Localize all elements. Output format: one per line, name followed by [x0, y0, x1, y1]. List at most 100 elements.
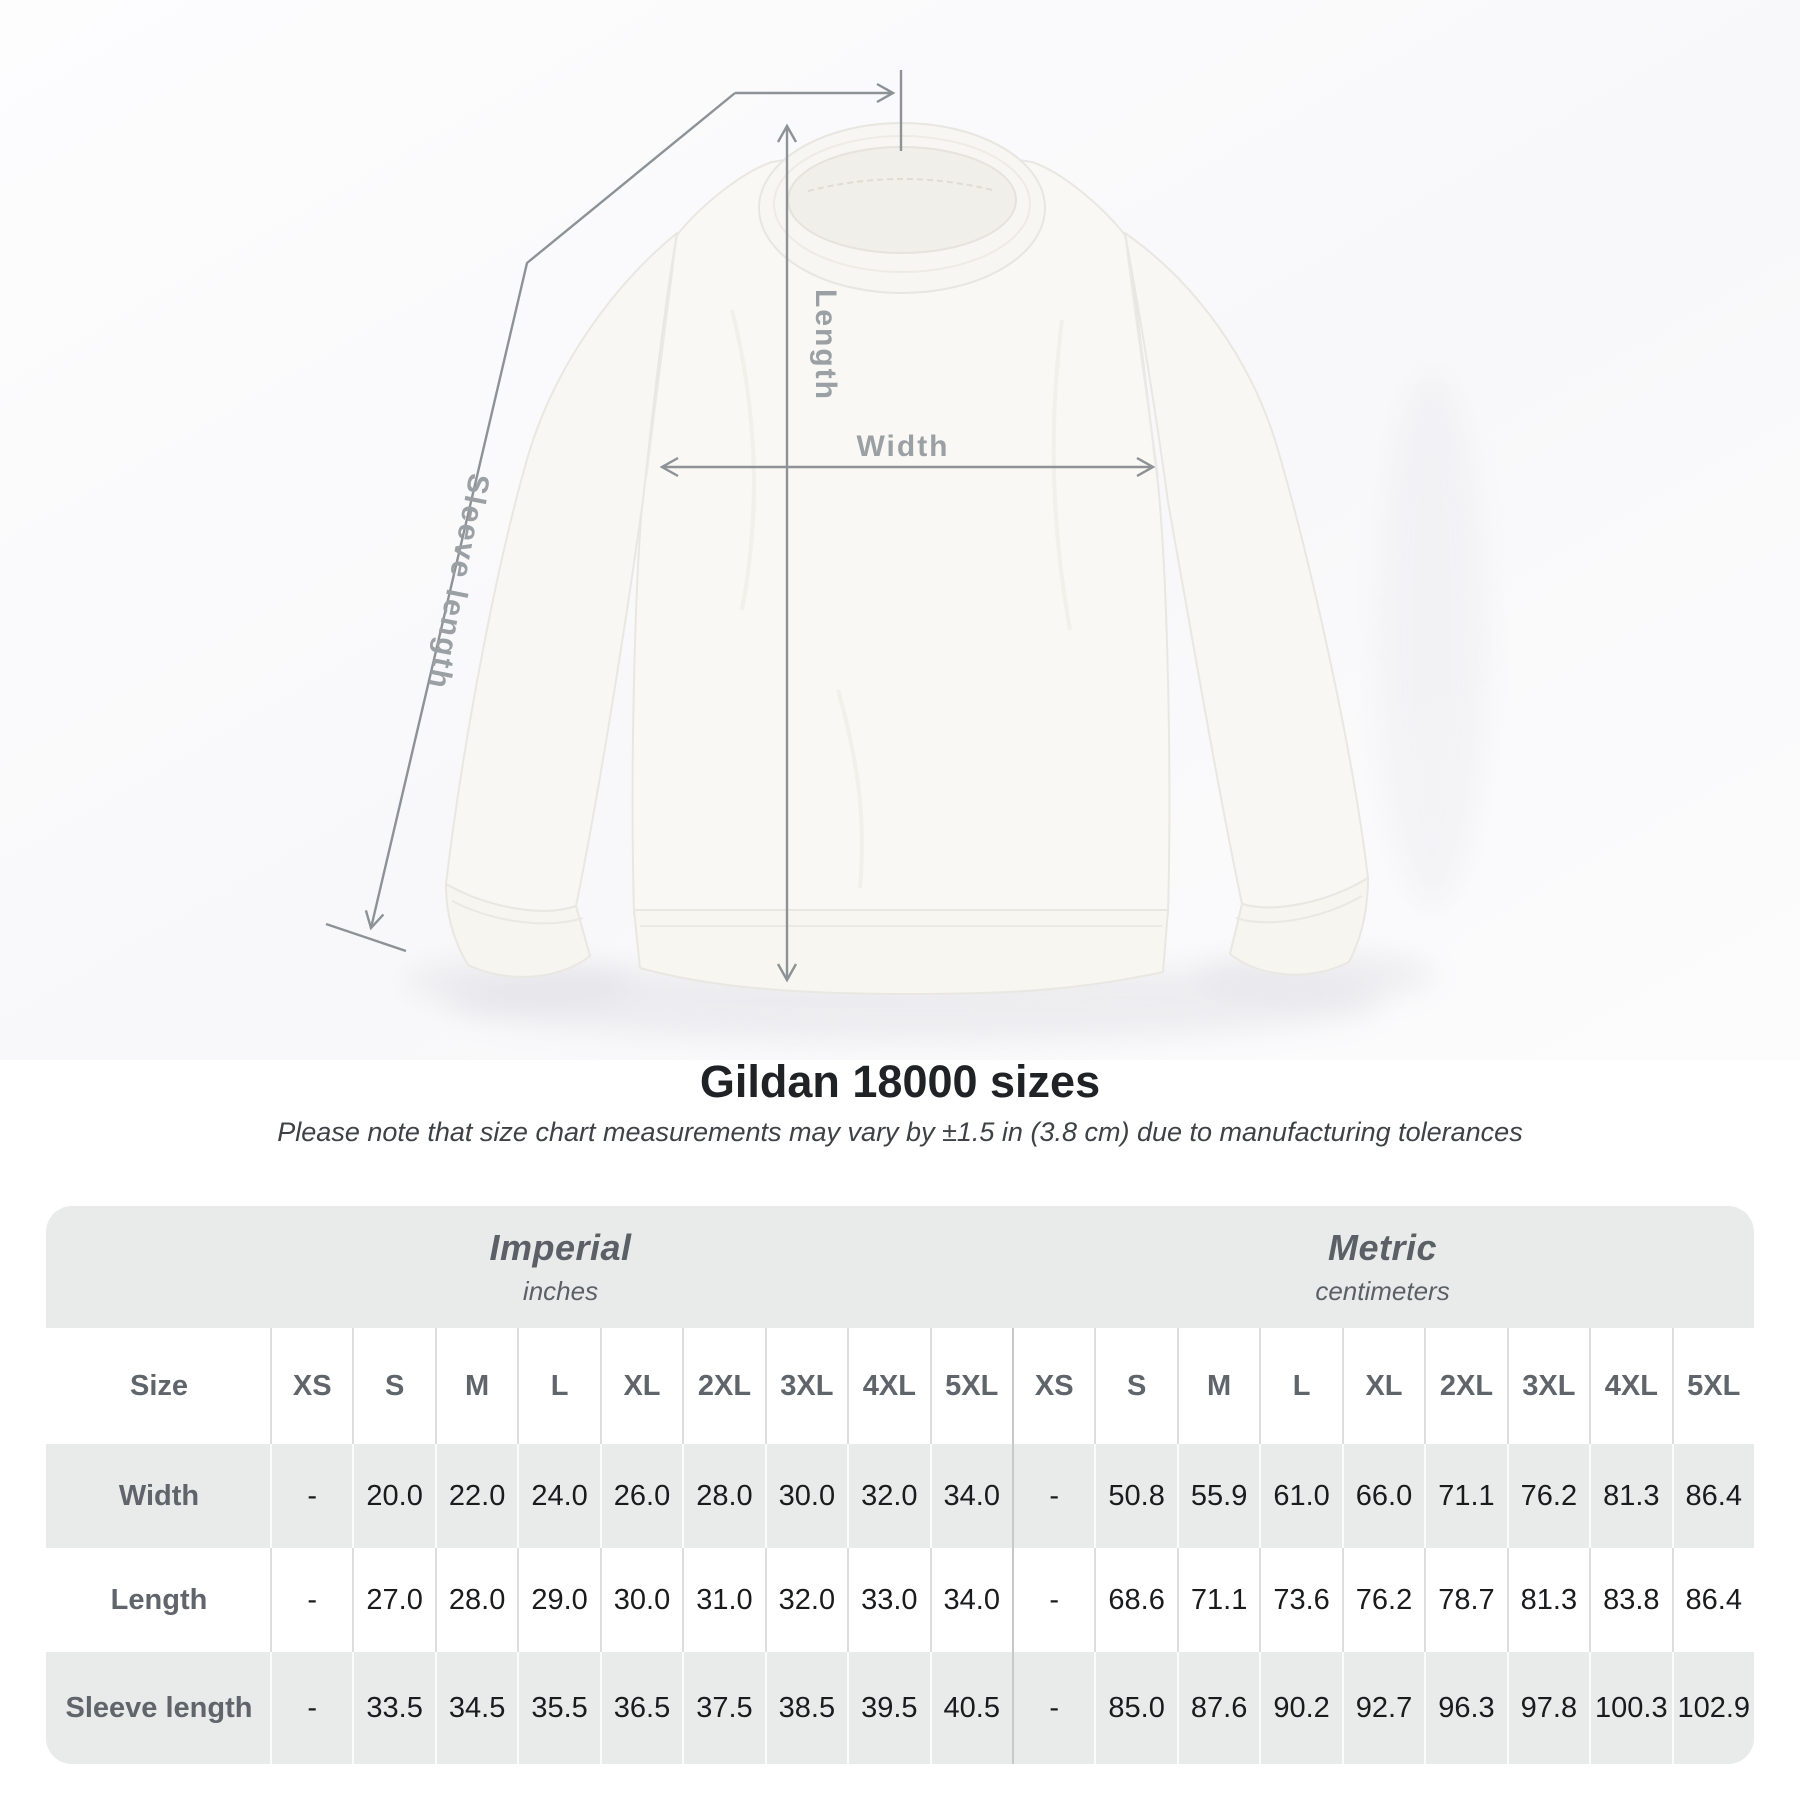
measurement-value-cell: 34.0: [929, 1548, 1012, 1652]
collar: [758, 122, 1046, 294]
size-header-cell: 3XL: [1506, 1328, 1590, 1444]
measurement-value-cell: 81.3: [1589, 1444, 1672, 1548]
measurement-value-cell: 32.0: [847, 1444, 930, 1548]
measurement-value-cell: 90.2: [1259, 1652, 1342, 1764]
metric-unit: centimeters: [1315, 1276, 1450, 1306]
row-label: Length: [46, 1548, 270, 1652]
size-header-cell: 4XL: [1589, 1328, 1672, 1444]
measurement-value-cell: -: [270, 1444, 353, 1548]
measurement-value-cell: 38.5: [764, 1652, 848, 1764]
imperial-unit: inches: [522, 1276, 599, 1306]
measurement-value-cell: 36.5: [599, 1652, 683, 1764]
row-label: Sleeve length: [46, 1652, 270, 1764]
measurement-value-cell: 76.2: [1341, 1548, 1425, 1652]
measurement-value-cell: 37.5: [682, 1652, 765, 1764]
size-header-cell: S: [1094, 1328, 1177, 1444]
measurement-value-cell: -: [270, 1652, 353, 1764]
measurement-value-cell: 86.4: [1671, 1548, 1754, 1652]
measurement-value-cell: 68.6: [1094, 1548, 1177, 1652]
measurement-value-cell: 28.0: [682, 1444, 765, 1548]
length-label: Length: [809, 289, 842, 401]
measurement-value-cell: 102.9: [1671, 1652, 1754, 1764]
sweatshirt-hem: [633, 909, 1169, 995]
measurement-annotations: [325, 70, 1156, 983]
size-header-cell: 5XL: [929, 1328, 1012, 1444]
page-title: Gildan 18000 sizes: [699, 1056, 1101, 1107]
measurement-value-cell: 83.8: [1589, 1548, 1672, 1652]
measurement-value-cell: -: [1011, 1444, 1095, 1548]
measurement-value-cell: 28.0: [434, 1548, 518, 1652]
measurement-value-cell: 31.0: [682, 1548, 765, 1652]
size-header-cell: S: [352, 1328, 435, 1444]
width-label: Width: [856, 430, 949, 463]
size-column-header: Size: [46, 1328, 270, 1444]
size-header-cell: 3XL: [764, 1328, 848, 1444]
measurement-value-cell: 100.3: [1589, 1652, 1672, 1764]
measurement-value-cell: 33.5: [352, 1652, 435, 1764]
measurement-value-cell: 33.0: [847, 1548, 930, 1652]
measurement-value-cell: 20.0: [352, 1444, 435, 1548]
measurement-value-cell: -: [1011, 1548, 1095, 1652]
measurement-value-cell: 30.0: [764, 1444, 848, 1548]
measurement-value-cell: 76.2: [1506, 1444, 1590, 1548]
left-cuff: [445, 883, 591, 978]
measurement-value-cell: 39.5: [847, 1652, 930, 1764]
size-header-cell: XS: [270, 1328, 353, 1444]
size-grid: Size XS S M L XL 2XL 3XL 4XL 5XL XS S M L XL 2XL 3XL 4XL 5…: [46, 1328, 1754, 1764]
measurement-value-cell: 29.0: [517, 1548, 600, 1652]
imperial-label: Imperial: [489, 1227, 632, 1268]
measurement-value-cell: 73.6: [1259, 1548, 1342, 1652]
measurement-value-cell: -: [270, 1548, 353, 1652]
size-header-cell: XS: [1011, 1328, 1095, 1444]
size-header-cell: 2XL: [682, 1328, 765, 1444]
size-header-cell: M: [434, 1328, 518, 1444]
measurement-value-cell: 30.0: [599, 1548, 683, 1652]
measurement-value-cell: 50.8: [1094, 1444, 1177, 1548]
page-subtitle: Please note that size chart measurements…: [277, 1117, 1523, 1147]
measurement-value-cell: 66.0: [1341, 1444, 1425, 1548]
size-header-cell: 5XL: [1671, 1328, 1754, 1444]
measurement-value-cell: 87.6: [1176, 1652, 1260, 1764]
measurement-value-cell: 34.0: [929, 1444, 1012, 1548]
measurement-value-cell: 96.3: [1424, 1652, 1507, 1764]
size-header-cell: 4XL: [847, 1328, 930, 1444]
size-header-cell: L: [517, 1328, 600, 1444]
size-table: Imperial inches Metric centimeters Size X…: [46, 1206, 1754, 1764]
measurement-value-cell: 27.0: [352, 1548, 435, 1652]
size-header-cell: M: [1176, 1328, 1260, 1444]
measurement-value-cell: 32.0: [764, 1548, 848, 1652]
measurement-value-cell: 78.7: [1424, 1548, 1507, 1652]
metric-label: Metric: [1327, 1227, 1438, 1268]
imperial-group-header: Imperial inches: [46, 1206, 1011, 1328]
measurement-value-cell: 61.0: [1259, 1444, 1342, 1548]
metric-group-header: Metric centimeters: [1011, 1206, 1754, 1328]
measurement-value-cell: 81.3: [1506, 1548, 1590, 1652]
size-header-cell: XL: [1341, 1328, 1425, 1444]
sweatshirt: [445, 122, 1369, 995]
cuff-tick-line: [325, 922, 407, 953]
sweatshirt-diagram: Length Width Sleeve length: [325, 70, 1487, 1042]
measurement-value-cell: 55.9: [1176, 1444, 1260, 1548]
size-header-cell: XL: [599, 1328, 683, 1444]
garment-shadow: [405, 370, 1487, 1042]
sleeve-length-line: [364, 92, 736, 931]
measurement-value-cell: 85.0: [1094, 1652, 1177, 1764]
size-header-cell: L: [1259, 1328, 1342, 1444]
measurement-value-cell: 26.0: [599, 1444, 683, 1548]
measurement-value-cell: 24.0: [517, 1444, 600, 1548]
unit-group-header: Imperial inches Metric centimeters: [46, 1206, 1754, 1328]
measurement-value-cell: 92.7: [1341, 1652, 1425, 1764]
measurement-value-cell: 86.4: [1671, 1444, 1754, 1548]
measurement-value-cell: 35.5: [517, 1652, 600, 1764]
product-photo: Length Width Sleeve length: [0, 0, 1800, 1060]
size-header-cell: 2XL: [1424, 1328, 1507, 1444]
measurement-value-cell: 34.5: [434, 1652, 518, 1764]
measurement-value-cell: 22.0: [434, 1444, 518, 1548]
row-label: Width: [46, 1444, 270, 1548]
measurement-value-cell: 71.1: [1176, 1548, 1260, 1652]
measurement-value-cell: -: [1011, 1652, 1095, 1764]
measurement-value-cell: 40.5: [929, 1652, 1012, 1764]
measurement-value-cell: 71.1: [1424, 1444, 1507, 1548]
right-cuff: [1229, 877, 1369, 976]
measurement-value-cell: 97.8: [1506, 1652, 1590, 1764]
